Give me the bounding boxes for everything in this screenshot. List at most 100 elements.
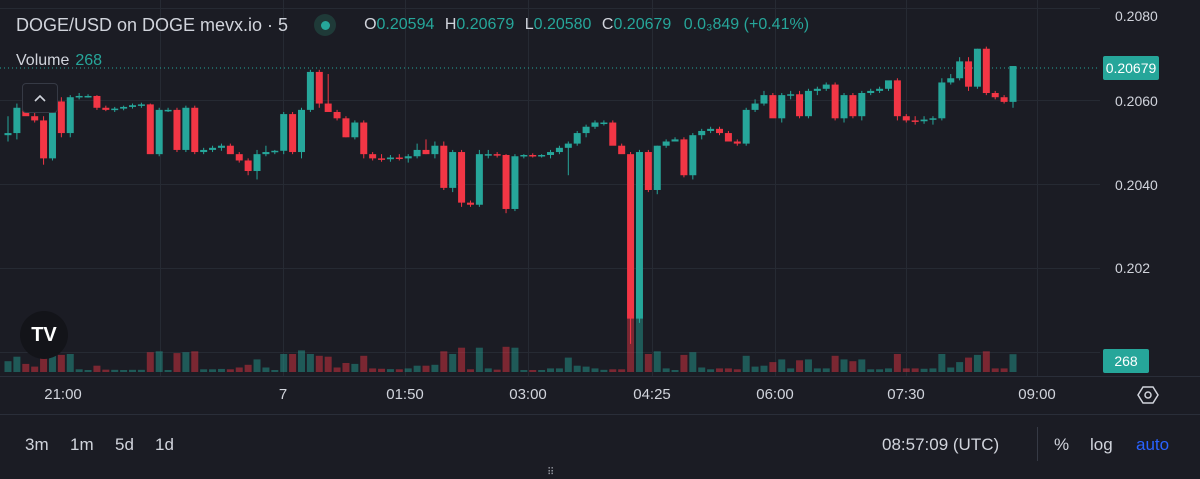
volume-bar — [760, 365, 768, 372]
candle-body — [502, 154, 510, 209]
tradingview-logo[interactable]: TV — [20, 311, 68, 359]
candle-body — [182, 107, 190, 150]
candle-body — [369, 154, 377, 159]
volume-bar — [449, 354, 457, 372]
toolbar-divider — [1037, 427, 1038, 461]
volume-bar — [182, 352, 190, 372]
volume-bar — [635, 298, 643, 372]
candle-body — [217, 145, 225, 148]
candle-body — [164, 109, 172, 112]
candle-body — [146, 104, 154, 155]
volume-bar — [716, 368, 724, 372]
candle-body — [395, 157, 403, 160]
volume-bar — [662, 368, 670, 372]
log-scale-toggle[interactable]: log — [1090, 435, 1113, 454]
candle-body — [66, 97, 74, 134]
utc-clock[interactable]: 08:57:09 (UTC) — [882, 435, 1000, 454]
range-3m-button[interactable]: 3m — [25, 435, 49, 454]
volume-bar — [893, 354, 901, 372]
candle-body — [129, 105, 137, 107]
volume-bar — [742, 355, 750, 372]
volume-bar — [493, 369, 501, 372]
volume-bar — [751, 366, 759, 372]
volume-bar — [129, 369, 137, 372]
close-value: 0.20679 — [613, 16, 672, 33]
volume-bar — [529, 370, 537, 372]
candle-body — [840, 95, 848, 119]
range-1m-button[interactable]: 1m — [70, 435, 94, 454]
volume-bar — [538, 370, 546, 372]
volume-bar — [422, 365, 430, 372]
volume-bar — [466, 369, 474, 372]
candle-body — [662, 141, 670, 146]
candle-body — [289, 114, 297, 153]
volume-bar — [475, 347, 483, 372]
bottom-toolbar: 3m 1m 5d 1d 08:57:09 (UTC) % log auto ⠿ — [0, 414, 1200, 479]
volume-bar — [102, 369, 110, 372]
candle-body — [404, 156, 412, 159]
price-tick: 0.202 — [1115, 260, 1151, 276]
candle-body — [893, 80, 901, 117]
volume-bar — [804, 359, 812, 372]
candle-body — [4, 133, 12, 136]
candle-body — [884, 80, 892, 89]
time-tick: 07:30 — [887, 386, 925, 403]
volume-bar — [262, 367, 270, 372]
candle-body — [813, 88, 821, 91]
candle-body — [973, 48, 981, 87]
volume-bar — [164, 370, 172, 372]
candle-body — [120, 106, 128, 109]
volume-bar — [244, 364, 252, 372]
candles — [4, 46, 1017, 344]
candle-body — [902, 116, 910, 121]
volume-bar — [502, 346, 510, 372]
volume-bar — [209, 369, 217, 372]
candle-body — [13, 107, 21, 134]
range-1d-button[interactable]: 1d — [155, 435, 174, 454]
candlestick-chart[interactable] — [0, 0, 1200, 414]
candle-body — [733, 141, 741, 144]
volume-bar — [787, 368, 795, 372]
range-5d-button[interactable]: 5d — [115, 435, 134, 454]
volume-bar — [876, 369, 884, 372]
time-tick: 21:00 — [44, 386, 82, 403]
auto-scale-toggle[interactable]: auto — [1136, 435, 1170, 454]
volume-bar — [511, 347, 519, 372]
volume-bar — [413, 365, 421, 372]
time-tick: 06:00 — [756, 386, 794, 403]
candle-body — [671, 139, 679, 142]
candle-body — [466, 202, 474, 205]
percent-scale-toggle[interactable]: % — [1054, 435, 1070, 454]
volume-bar — [547, 368, 555, 372]
volume-bar — [689, 352, 697, 372]
volume-bar — [289, 354, 297, 372]
volume-bar — [217, 368, 225, 372]
volume-bar — [280, 354, 288, 372]
candle-body — [538, 154, 546, 157]
candle-body — [965, 61, 973, 87]
candle-body — [413, 149, 421, 157]
price-tick: 0.2060 — [1115, 93, 1158, 109]
time-tick: 04:25 — [633, 386, 671, 403]
volume-bar — [520, 370, 528, 372]
hexagon-settings-icon — [1137, 386, 1159, 404]
volume-bar — [582, 366, 590, 372]
candle-body — [991, 93, 999, 98]
volume-bar — [627, 290, 635, 372]
collapse-legend-button[interactable] — [22, 83, 58, 113]
candle-body — [929, 118, 937, 120]
volume-bar — [48, 345, 56, 372]
low-value: 0.20580 — [533, 16, 592, 33]
volume-bar — [66, 354, 74, 372]
candle-body — [40, 120, 48, 159]
chart-settings-button[interactable] — [1137, 384, 1159, 406]
grip-dots-icon[interactable]: ⠿ — [547, 467, 556, 478]
candle-body — [449, 152, 457, 188]
volume-bar — [671, 370, 679, 372]
candle-body — [1000, 97, 1008, 102]
volume-bar — [173, 353, 181, 372]
symbol-title[interactable]: DOGE/USD on DOGE mevx.io · 5 — [16, 14, 289, 35]
candle-body — [31, 116, 39, 121]
time-tick: 01:50 — [386, 386, 424, 403]
